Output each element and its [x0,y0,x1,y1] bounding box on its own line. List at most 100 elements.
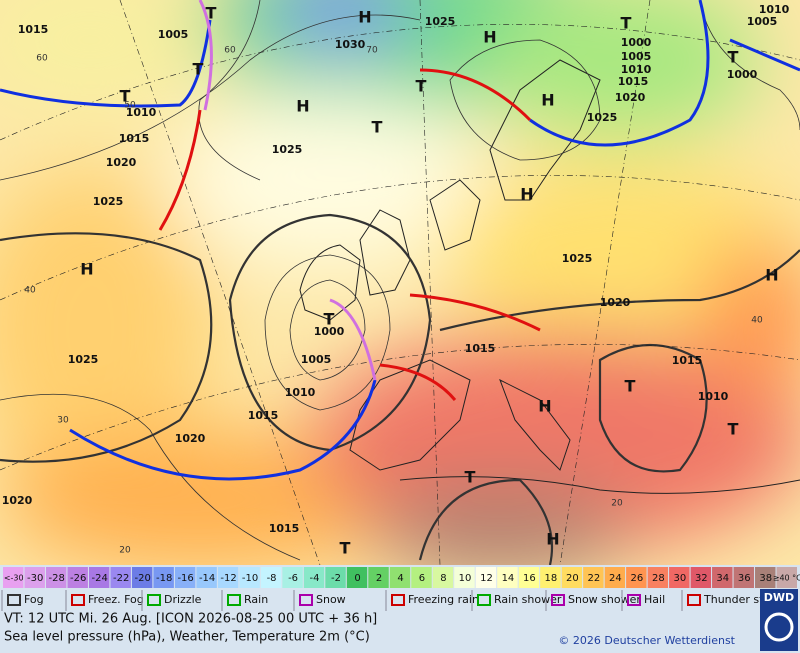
pressure-center: T [324,310,335,329]
isobar-label: 1015 [119,132,150,145]
isobar-label: 1020 [2,494,33,507]
scale-cell [368,567,389,588]
scale-cell [497,567,518,588]
fronts [0,0,800,481]
scale-cell [67,567,88,588]
scale-label: -28 [49,573,65,584]
scale-cell [260,567,282,588]
scale-cell [411,567,432,588]
pressure-center: T [193,60,204,79]
scale-cell [647,567,669,588]
scale-cell [475,567,497,588]
isobar-label: 1020 [175,432,206,445]
legend-label: Hail [644,593,665,606]
logo-mark [764,612,794,642]
isobar-label: 1010 [621,63,652,76]
legend-label: Rain shower [494,593,562,606]
pressure-center: T [728,420,739,439]
scale-label: -22 [113,573,129,584]
scale-cell [583,567,604,588]
legend-icon [391,594,405,606]
isobar-label: 1025 [587,111,618,124]
scale-label: -10 [242,573,258,584]
scale-cell [153,567,174,588]
pressure-center: T [372,118,383,137]
scale-cell [346,567,368,588]
scale-label: 28 [652,573,665,584]
scale-label: 2 [376,573,382,584]
scale-label: 26 [630,573,643,584]
temperature-scale: <-30 -30 -28 -26 -24 -22 -20 -18 -16 -14 -12 -10 -8-… [0,565,800,589]
scale-cell [3,567,24,588]
scale-label: -16 [177,573,193,584]
isobar-label: 1030 [335,38,366,51]
scale-cell [174,567,196,588]
pressure-center: H [358,8,371,27]
scale-cell [432,567,454,588]
temperature-label: 40 [751,316,763,326]
footer: VT: 12 UTC Mi. 26 Aug. [ICON 2026-08-25 … [4,589,798,651]
isobar-label: 1025 [68,353,99,366]
isobar-label: 1025 [272,143,303,156]
isobar-label: 1020 [600,296,631,309]
scale-cell [540,567,561,588]
isobar-label: 1025 [562,252,593,265]
legend-label: Drizzle [164,593,202,606]
isobar-label: 1020 [106,156,137,169]
legend-icon [627,594,641,606]
pressure-center: T [625,377,636,396]
scale-label: -30 [27,573,43,584]
scale-cell [303,567,325,588]
scale-cell [604,567,626,588]
legend-label: Freez. Fog [88,593,144,606]
scale-cell [88,567,110,588]
scale-label: 10 [459,573,472,584]
legend-icon [299,594,313,606]
scale-label: 8 [440,573,446,584]
legend-icon [227,594,241,606]
legend-label: Rain [244,593,268,606]
isobar-label: 1010 [285,386,316,399]
scale-label: 20 [566,573,579,584]
scale-label: -26 [70,573,86,584]
isobar-label: 1015 [248,409,279,422]
copyright: © 2026 Deutscher Wetterdienst [558,634,735,647]
scale-cell [24,567,45,588]
scale-label: 22 [588,573,601,584]
pressure-center: T [340,539,351,558]
temperature-label: 40 [24,286,36,296]
temperature-label: 70 [366,46,378,56]
logo-text: DWD [764,591,794,604]
isobar-label: 1000 [314,325,345,338]
description: Sea level pressure (hPa), Weather, Tempe… [4,630,370,645]
isobar-label: 1020 [615,91,646,104]
pressure-center: H [520,185,533,204]
legend-icon [147,594,161,606]
scale-cell [217,567,239,588]
scale-cell [110,567,131,588]
pressure-center: T [120,87,131,106]
scale-label: 36 [738,573,751,584]
scale-label: -14 [199,573,215,584]
scale-label: 14 [502,573,515,584]
pressure-center: T [416,77,427,96]
legend-label: Freezing rain [408,593,479,606]
isobar-label: 1025 [93,195,124,208]
legend-label: Snow [316,593,346,606]
pressure-center: T [621,14,632,33]
isobar-label: 1005 [301,353,332,366]
scale-cell [733,567,755,588]
scale-cell [282,567,303,588]
scale-cell [239,567,260,588]
legend-icon [7,594,21,606]
scale-label: -20 [134,573,150,584]
scale-cell [561,567,583,588]
scale-label: 16 [523,573,536,584]
pressure-center: H [80,260,93,279]
isobar-label: 1010 [126,106,157,119]
isobar-label: 1015 [672,354,703,367]
isobars [0,0,800,565]
scale-label: <-30 [4,574,24,583]
pressure-center: H [296,97,309,116]
